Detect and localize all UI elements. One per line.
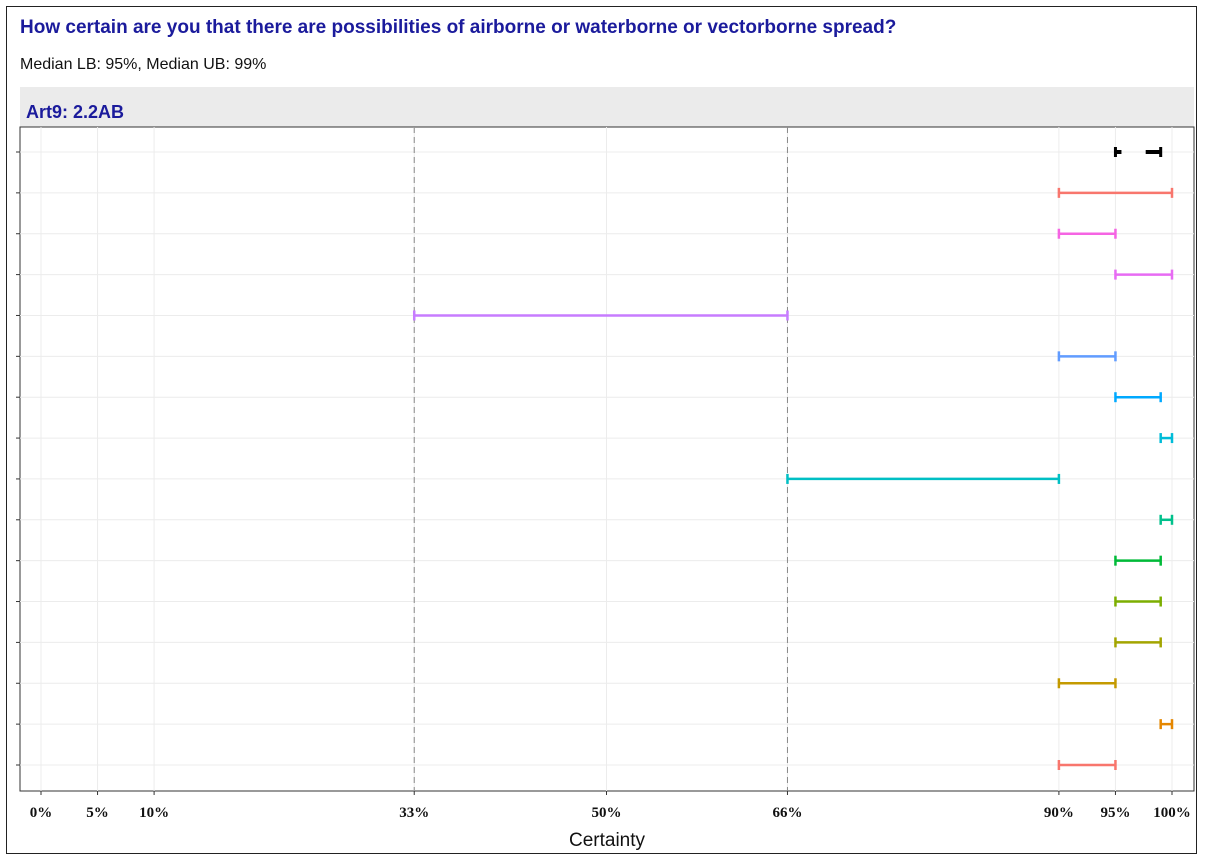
interval-5 [1057, 351, 1117, 362]
x-axis-title: Certainty [569, 830, 646, 851]
x-tick-label: 50% [592, 805, 622, 821]
x-axis-ticks: 0% 5% 10% 33% 50% 66% 90% 95% 100% [30, 791, 1191, 821]
x-tick-label: 95% [1100, 805, 1130, 821]
interval-15 [1057, 760, 1117, 770]
reference-lines [413, 127, 788, 791]
interval-11 [1114, 596, 1162, 607]
interval-1 [1057, 187, 1174, 198]
interval-6 [1114, 392, 1162, 403]
facet-label: Art9: 2.2AB [26, 102, 124, 122]
x-tick-label: 90% [1044, 805, 1074, 821]
interval-4 [412, 310, 789, 321]
interval-14 [1159, 719, 1174, 730]
interval-3 [1114, 269, 1174, 280]
interval-7 [1159, 433, 1174, 444]
x-tick-label: 5% [86, 805, 109, 821]
interval-13 [1057, 678, 1117, 689]
interval-9 [1159, 514, 1174, 525]
x-tick-label: 100% [1153, 805, 1191, 821]
interval-layer [412, 147, 1174, 770]
interval-12 [1114, 637, 1162, 648]
x-tick-label: 0% [30, 805, 53, 821]
chart-subtitle: Median LB: 95%, Median UB: 99% [20, 56, 267, 73]
interval-2 [1057, 228, 1117, 239]
interval-10 [1114, 555, 1162, 566]
x-tick-label: 66% [772, 805, 802, 821]
interval-8 [786, 473, 1061, 484]
x-tick-label: 33% [399, 805, 429, 821]
median-interval [1113, 147, 1163, 157]
x-tick-label: 10% [139, 805, 169, 821]
chart-title: How certain are you that there are possi… [20, 17, 897, 38]
facet-strip [20, 87, 1194, 127]
